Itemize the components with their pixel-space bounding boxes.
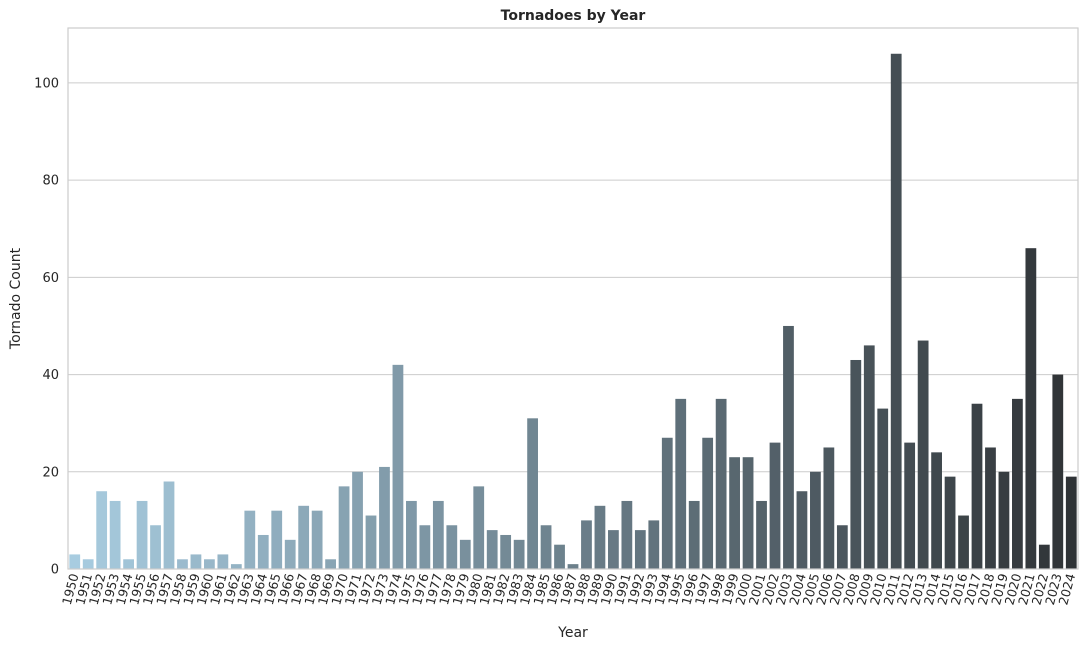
bar-2003 — [783, 325, 794, 569]
bar-1967 — [298, 505, 310, 569]
y-tick-labels: 0 20 40 60 80 100 — [34, 76, 59, 577]
bar-1975 — [406, 500, 417, 569]
bar-1983 — [513, 539, 525, 569]
bar-1964 — [257, 534, 269, 569]
bar-1952 — [96, 491, 108, 569]
bar-1988 — [581, 520, 592, 569]
y-tick-label: 20 — [42, 465, 59, 480]
bar-2006 — [823, 447, 835, 569]
bar-1990 — [608, 530, 619, 569]
y-tick-label: 100 — [34, 76, 59, 91]
chart-title: Tornadoes by Year — [501, 8, 646, 24]
bar-2011 — [890, 53, 902, 570]
bar-2022 — [1038, 544, 1050, 569]
bar-1995 — [675, 398, 687, 569]
bar-2000 — [742, 457, 754, 569]
bar-1971 — [352, 471, 363, 569]
bar-2019 — [998, 471, 1010, 569]
x-axis-label: Year — [557, 625, 588, 641]
bar-1992 — [634, 530, 646, 569]
y-tick-label: 60 — [42, 271, 59, 286]
bar-1980 — [473, 486, 485, 569]
bar-2005 — [810, 471, 821, 569]
bar-1951 — [82, 559, 94, 569]
bar-1991 — [621, 500, 633, 569]
bar-1969 — [325, 559, 336, 569]
bar-2014 — [931, 452, 942, 569]
bar-2012 — [904, 442, 916, 569]
y-tick-label: 40 — [42, 368, 59, 383]
bar-2020 — [1012, 398, 1023, 569]
bar-1998 — [715, 398, 727, 569]
bar-2021 — [1025, 248, 1037, 569]
y-tick-label: 80 — [42, 174, 59, 189]
bar-2008 — [850, 359, 862, 569]
bar-1979 — [459, 539, 471, 569]
bar-2018 — [985, 447, 996, 569]
bar-1950 — [69, 554, 81, 569]
bar-1977 — [432, 500, 444, 569]
bar-1961 — [217, 554, 229, 569]
bar-2013 — [917, 340, 929, 569]
bar-2004 — [796, 491, 808, 569]
bar-1982 — [500, 534, 512, 569]
bar-2017 — [971, 403, 983, 569]
bar-1954 — [123, 559, 134, 569]
x-tick-labels: 1950195119521953195419551956195719581959… — [59, 572, 1078, 607]
bar-1956 — [150, 525, 161, 569]
y-tick-label: 0 — [51, 563, 59, 578]
bar-1989 — [594, 505, 606, 569]
bar-2007 — [836, 525, 848, 569]
bar-1960 — [204, 559, 215, 569]
bar-1976 — [419, 525, 431, 569]
bar-2009 — [863, 345, 875, 569]
bar-1968 — [311, 510, 323, 569]
bar-1974 — [392, 364, 404, 569]
bar-1972 — [365, 515, 377, 569]
bar-1996 — [688, 500, 700, 569]
bar-1978 — [446, 525, 458, 569]
bar-1997 — [702, 437, 714, 569]
bar-2001 — [756, 500, 767, 569]
bar-1966 — [284, 539, 296, 569]
bar-2010 — [877, 408, 889, 569]
plot-frame — [67, 27, 1079, 570]
bar-2015 — [944, 476, 956, 569]
bar-1973 — [379, 466, 390, 569]
bar-1985 — [540, 525, 552, 569]
bar-1963 — [244, 510, 256, 569]
bar-2023 — [1052, 374, 1064, 569]
bar-1957 — [163, 481, 175, 569]
bar-1970 — [338, 486, 350, 569]
bar-1965 — [271, 510, 283, 569]
bar-1955 — [136, 500, 148, 569]
bar-2024 — [1065, 476, 1077, 569]
bar-2002 — [769, 442, 781, 569]
bar-1984 — [527, 418, 538, 569]
y-axis-label: Tornado Count — [8, 247, 24, 350]
bar-1958 — [177, 559, 188, 569]
bar-1962 — [230, 564, 242, 569]
bar-2016 — [958, 515, 969, 569]
bar-1959 — [190, 554, 202, 569]
bar-1987 — [567, 564, 579, 569]
bar-1953 — [109, 500, 121, 569]
bars — [69, 53, 1077, 570]
bar-1981 — [486, 530, 498, 569]
bar-1986 — [554, 544, 565, 569]
bar-1993 — [648, 520, 660, 569]
bar-1994 — [661, 437, 673, 569]
bar-1999 — [729, 457, 740, 569]
